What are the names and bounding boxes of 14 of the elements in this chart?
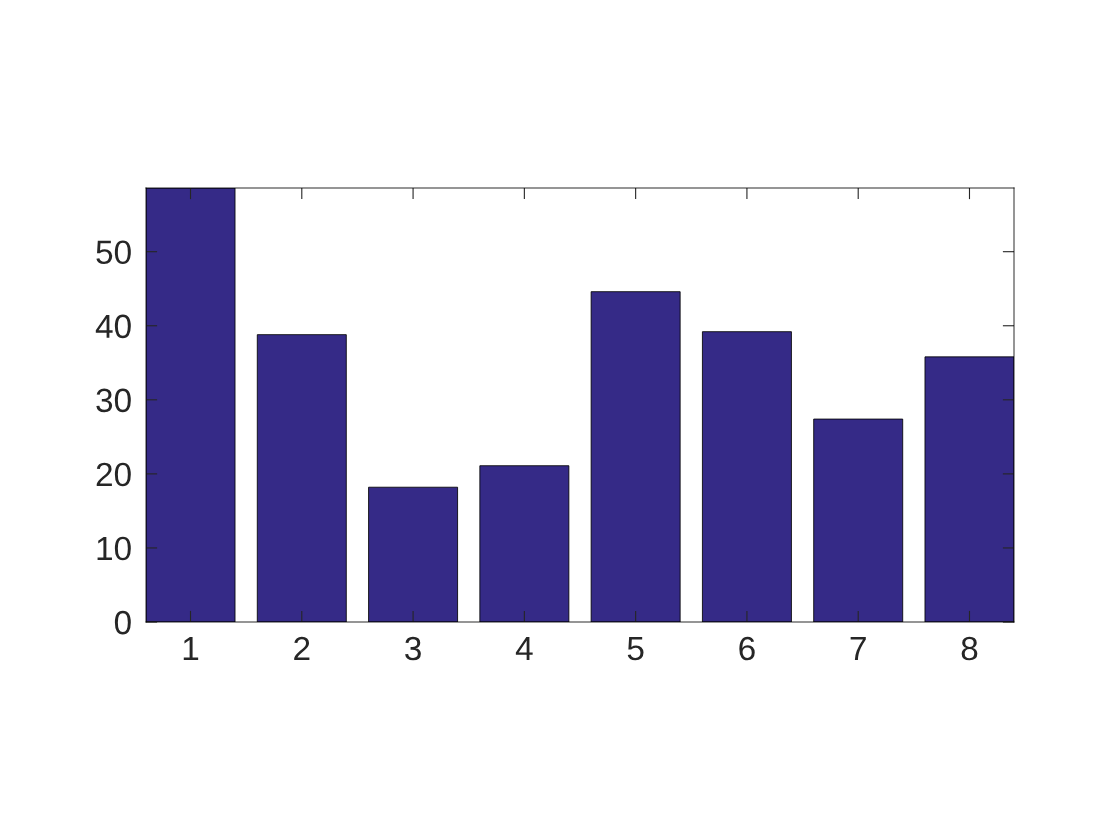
x-tick-label: 4 [515,637,533,661]
x-tick-label: 7 [850,637,866,661]
x-tick-label: 3 [405,636,421,661]
x-tick-label: 8 [961,636,978,661]
x-tick-label: 6 [739,636,755,661]
y-tick-label: 20 [96,462,131,487]
y-tick-label: 10 [97,536,131,561]
y-tick-label: 30 [96,388,131,413]
x-tick-label: 2 [294,636,310,661]
y-tick-label: 50 [96,240,131,265]
x-tick-label: 1 [183,637,199,661]
y-tick-label: 40 [95,314,131,339]
y-tick-label: 0 [114,610,131,635]
x-tick-label: 5 [627,637,644,661]
